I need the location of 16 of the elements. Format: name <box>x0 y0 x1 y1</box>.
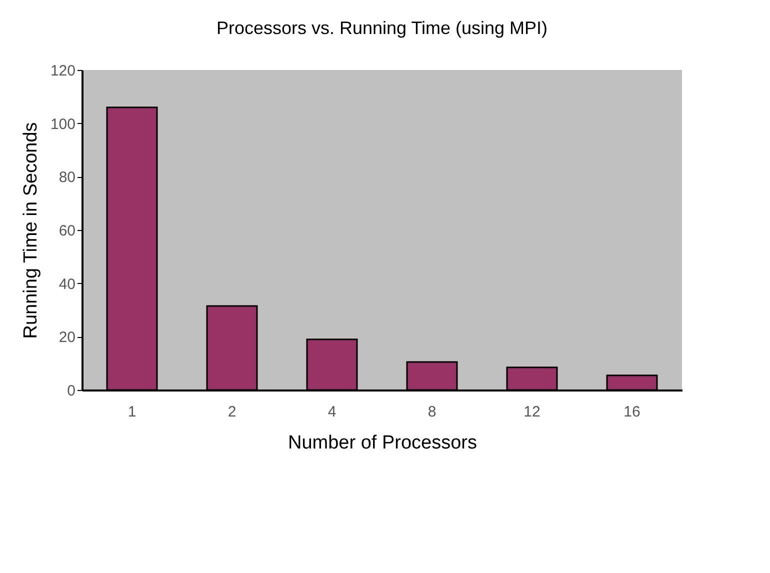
y-tick-label: 60 <box>58 222 76 240</box>
chart-title: Processors vs. Running Time (using MPI) <box>216 18 548 38</box>
y-tick-label: 20 <box>58 329 76 346</box>
y-tick-label: 40 <box>58 276 76 293</box>
x-tick-label: 16 <box>624 404 640 420</box>
x-tick-label: 1 <box>128 404 136 420</box>
x-tick-label: 12 <box>524 404 540 420</box>
y-axis-title: Running Time in Seconds <box>20 122 42 339</box>
y-tick-label: 0 <box>67 382 76 400</box>
x-tick-label: 8 <box>428 404 436 420</box>
y-tick-label: 80 <box>58 169 76 186</box>
x-tick-label: 2 <box>228 404 236 420</box>
y-tick-label: 120 <box>50 62 76 80</box>
x-tick-label: 4 <box>328 404 336 420</box>
x-axis-title: Number of Processors <box>288 432 478 454</box>
y-tick-label: 100 <box>50 116 76 133</box>
